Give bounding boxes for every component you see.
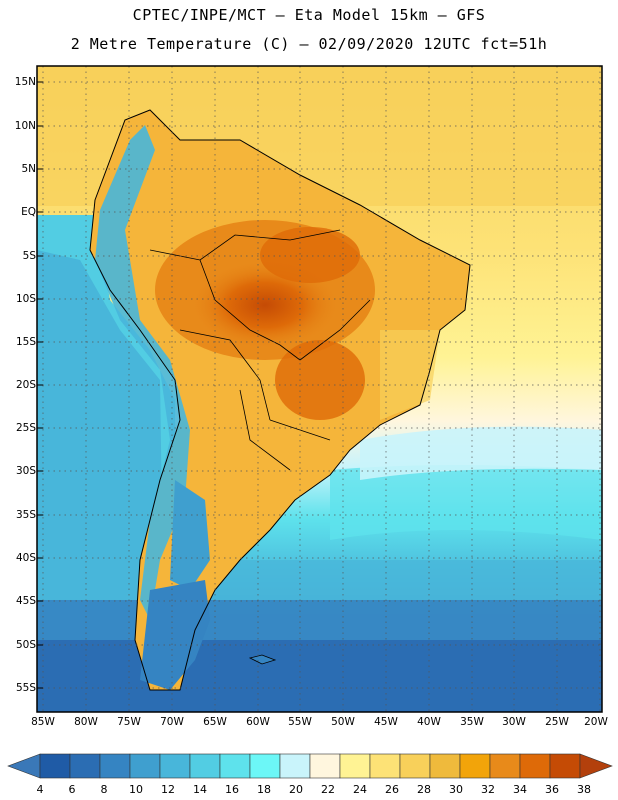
colorbar-label: 8 — [100, 783, 108, 796]
colorbar-label: 32 — [481, 783, 495, 796]
colorbar-swatch — [369, 753, 401, 779]
colorbar-label: 22 — [321, 783, 335, 796]
colorbar-swatch — [219, 753, 251, 779]
lon-label: 45W — [374, 716, 398, 728]
colorbar-label: 28 — [417, 783, 431, 796]
lon-label: 30W — [502, 716, 526, 728]
lat-label: 20S — [15, 379, 36, 391]
map-title-line2: 2 Metre Temperature (C) – 02/09/2020 12U… — [70, 35, 548, 53]
colorbar-swatch — [69, 753, 101, 779]
colorbar-label: 6 — [68, 783, 76, 796]
country-borders — [149, 229, 371, 471]
lon-label: 85W — [31, 716, 55, 728]
lat-label: 35S — [15, 509, 36, 521]
colorbar-swatch — [129, 753, 161, 779]
lat-label: 10S — [15, 293, 36, 305]
lat-label: 50S — [15, 639, 36, 651]
lon-label: 80W — [74, 716, 98, 728]
colorbar-label: 10 — [129, 783, 143, 796]
colorbar-swatch — [189, 753, 221, 779]
lon-label: 40W — [417, 716, 441, 728]
lat-label: 5S — [22, 250, 36, 262]
colorbar-label: 12 — [161, 783, 175, 796]
axis-ticks — [37, 81, 43, 689]
lon-label: 55W — [288, 716, 312, 728]
colorbar-label: 26 — [385, 783, 399, 796]
colorbar-swatch — [339, 753, 371, 779]
lon-label: 65W — [203, 716, 227, 728]
lat-label: 45S — [15, 595, 36, 607]
colorbar-swatch — [459, 753, 491, 779]
colorbar-label: 24 — [353, 783, 367, 796]
lon-label: 25W — [545, 716, 569, 728]
colorbar-label: 36 — [545, 783, 559, 796]
lat-label: 15N — [14, 76, 36, 88]
map-graticule — [37, 66, 602, 712]
colorbar-label: 4 — [36, 783, 44, 796]
colorbar-label: 18 — [257, 783, 271, 796]
colorbar-swatch — [279, 753, 311, 779]
map-frame — [36, 65, 603, 713]
colorbar — [7, 753, 613, 779]
lat-label: EQ — [21, 206, 36, 218]
lat-label: 5N — [21, 163, 36, 175]
colorbar-label: 34 — [513, 783, 527, 796]
lon-label: 50W — [331, 716, 355, 728]
colorbar-end-high — [579, 753, 613, 779]
colorbar-swatch — [159, 753, 191, 779]
colorbar-swatch — [309, 753, 341, 779]
lon-label: 35W — [460, 716, 484, 728]
temperature-field — [37, 66, 602, 712]
map-title-line1: CPTEC/INPE/MCT – Eta Model 15km – GFS — [132, 6, 486, 24]
colorbar-label: 30 — [449, 783, 463, 796]
colorbar-swatch — [399, 753, 431, 779]
lon-label: 60W — [246, 716, 270, 728]
colorbar-swatch — [489, 753, 521, 779]
colorbar-label: 38 — [577, 783, 591, 796]
lat-label: 15S — [15, 336, 36, 348]
lat-label: 25S — [15, 422, 36, 434]
colorbar-label: 16 — [225, 783, 239, 796]
lat-label: 40S — [15, 552, 36, 564]
colorbar-label: 20 — [289, 783, 303, 796]
colorbar-swatch — [429, 753, 461, 779]
colorbar-swatch — [39, 753, 71, 779]
colorbar-swatch — [249, 753, 281, 779]
lon-label: 20W — [584, 716, 608, 728]
lat-label: 10N — [14, 120, 36, 132]
colorbar-swatch — [99, 753, 131, 779]
lat-label: 55S — [15, 682, 36, 694]
colorbar-swatch — [549, 753, 581, 779]
colorbar-swatch — [519, 753, 551, 779]
colorbar-end-low — [7, 753, 41, 779]
colorbar-label: 14 — [193, 783, 207, 796]
lat-label: 30S — [15, 465, 36, 477]
lon-label: 70W — [160, 716, 184, 728]
lon-label: 75W — [117, 716, 141, 728]
